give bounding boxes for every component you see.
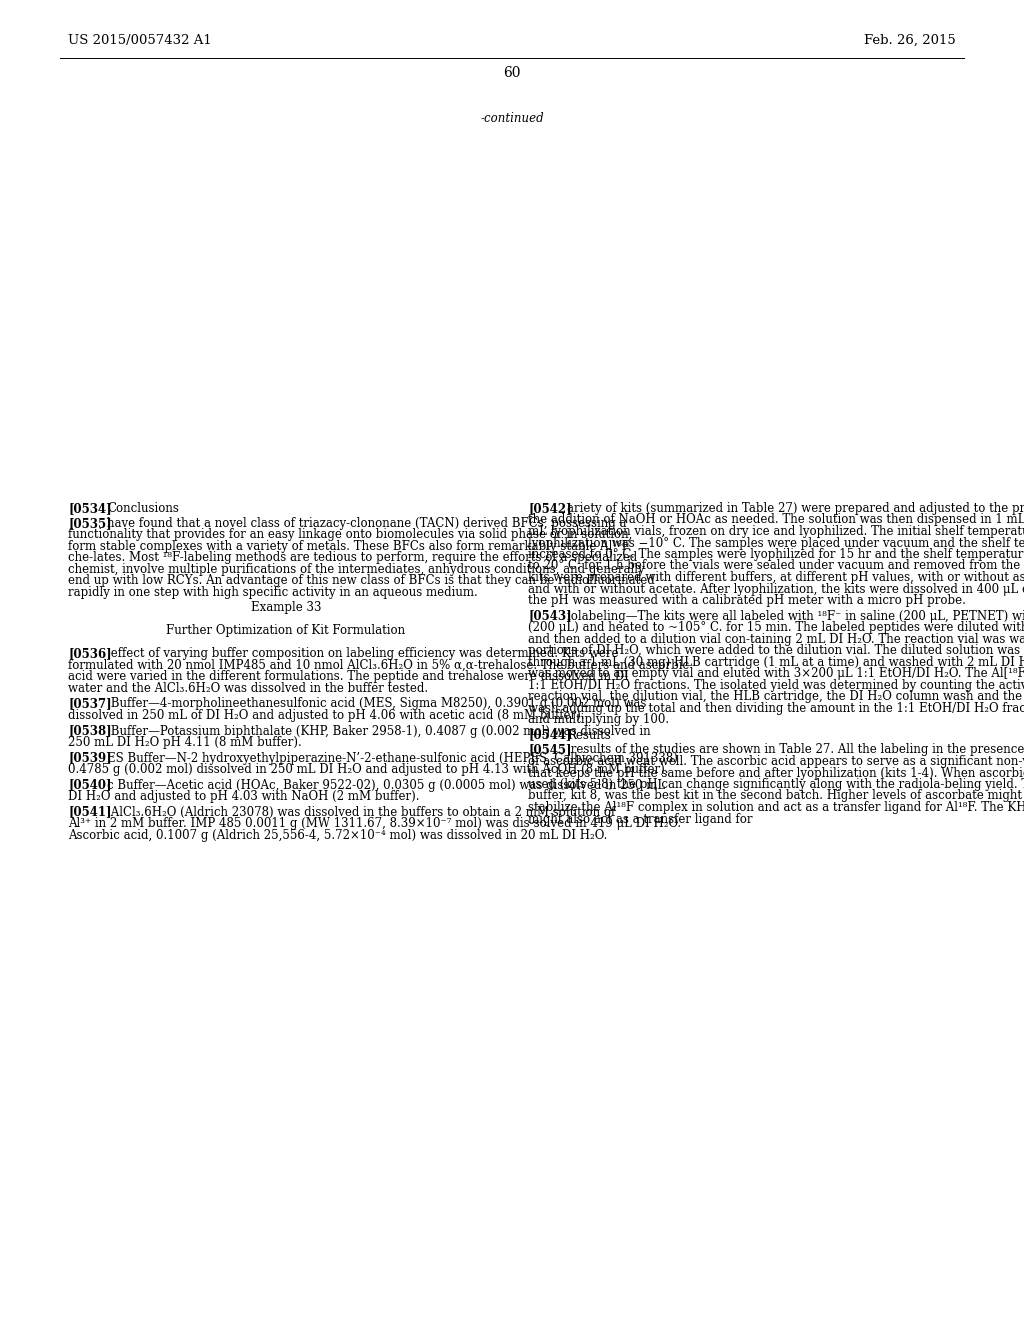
Text: [0541]: [0541]: [68, 805, 112, 818]
Text: mL lyophilization vials, frozen on dry ice and lyophilized. The initial shelf te: mL lyophilization vials, frozen on dry i…: [528, 525, 1024, 539]
Text: DI H₂O and adjusted to pH 4.03 with NaOH (2 mM buffer).: DI H₂O and adjusted to pH 4.03 with NaOH…: [68, 791, 420, 803]
Text: through a 1 mL (30 mg) HLB cartridge (1 mL at a time) and washed with 2 mL DI H₂: through a 1 mL (30 mg) HLB cartridge (1 …: [528, 656, 1024, 668]
Text: form stable complexes with a variety of metals. These BFCs also form remarkably : form stable complexes with a variety of …: [68, 540, 630, 553]
Text: the pH was measured with a calibrated pH meter with a micro pH probe.: the pH was measured with a calibrated pH…: [528, 594, 966, 607]
Text: [0544]: [0544]: [528, 729, 571, 742]
Text: ES Buffer—N-2 hydroxyethylpiperazine-N’-2-ethane-sulfonic acid (HEPES, Calbioche: ES Buffer—N-2 hydroxyethylpiperazine-N’-…: [108, 751, 678, 764]
Text: 1:1 EtOH/DI H₂O fractions. The isolated yield was determined by counting the act: 1:1 EtOH/DI H₂O fractions. The isolated …: [528, 678, 1024, 692]
Text: and with or without acetate. After lyophilization, the kits were dissolved in 40: and with or without acetate. After lyoph…: [528, 582, 1024, 595]
Text: Ascorbic acid, 0.1007 g (Aldrich 25,556-4, 5.72×10⁻⁴ mol) was dissolved in 20 mL: Ascorbic acid, 0.1007 g (Aldrich 25,556-…: [68, 829, 607, 842]
Text: chemist, involve multiple purifications of the intermediates, anhydrous conditio: chemist, involve multiple purifications …: [68, 562, 645, 576]
Text: Conclusions: Conclusions: [108, 502, 179, 515]
Text: c Buffer—Acetic acid (HOAc, Baker 9522-02), 0.0305 g (0.0005 mol) was dissolved : c Buffer—Acetic acid (HOAc, Baker 9522-0…: [108, 779, 666, 792]
Text: Example 33: Example 33: [251, 602, 322, 615]
Text: [0545]: [0545]: [528, 743, 571, 756]
Text: effect of varying buffer composition on labeling efficiency was determined. Kits: effect of varying buffer composition on …: [108, 648, 618, 660]
Text: [0539]: [0539]: [68, 751, 112, 764]
Text: [0543]: [0543]: [528, 610, 571, 623]
Text: that keeps the pH the same before and after lyophilization (kits 1-4). When asco: that keeps the pH the same before and af…: [528, 767, 1024, 780]
Text: functionality that provides for an easy linkage onto biomolecules via solid phas: functionality that provides for an easy …: [68, 528, 633, 541]
Bar: [60, 115, 964, 488]
Text: and then added to a dilution vial con-taining 2 mL DI H₂O. The reaction vial was: and then added to a dilution vial con-ta…: [528, 632, 1024, 645]
Text: iolabeling—The kits were all labeled with ¹⁸F⁻ in saline (200 μL, PETNET) with e: iolabeling—The kits were all labeled wit…: [567, 610, 1024, 623]
Text: Buffer—4-morpholineethanesulfonic acid (MES, Sigma M8250), 0.3901 g (0.002 mol) : Buffer—4-morpholineethanesulfonic acid (…: [108, 697, 647, 710]
Text: might also act as a transfer ligand for: might also act as a transfer ligand for: [528, 813, 753, 825]
Text: Al³⁺ in 2 mM buffer. IMP 485 0.0011 g (MW 1311.67, 8.39×10⁻⁷ mol) was dis-solved: Al³⁺ in 2 mM buffer. IMP 485 0.0011 g (M…: [68, 817, 681, 830]
Text: results of the studies are shown in Table 27. All the labeling in the presence o: results of the studies are shown in Tabl…: [567, 743, 1024, 756]
Text: 250 mL DI H₂O pH 4.11 (8 mM buffer).: 250 mL DI H₂O pH 4.11 (8 mM buffer).: [68, 737, 302, 748]
Text: reaction vial, the dilution vial, the HLB cartridge, the DI H₂O column wash and : reaction vial, the dilution vial, the HL…: [528, 690, 1024, 704]
Text: [0540]: [0540]: [68, 779, 112, 792]
Text: Buffer—Potassium biphthalate (KHP, Baker 2958-1), 0.4087 g (0.002 mol) was disso: Buffer—Potassium biphthalate (KHP, Baker…: [108, 725, 651, 738]
Text: increased to 0° C. The samples were lyophilized for 15 hr and the shelf temperat: increased to 0° C. The samples were lyop…: [528, 548, 1024, 561]
Text: AlCl₃.6H₂O (Aldrich 23078) was dissolved in the buffers to obtain a 2 mM solutio: AlCl₃.6H₂O (Aldrich 23078) was dissolved…: [108, 805, 615, 818]
Text: wash adding up the total and then dividing the amount in the 1:1 EtOH/DI H₂O fra: wash adding up the total and then dividi…: [528, 701, 1024, 714]
Text: che-lates. Most ¹⁸F-labeling methods are tedious to perform, require the efforts: che-lates. Most ¹⁸F-labeling methods are…: [68, 552, 637, 565]
Text: formulated with 20 nmol IMP485 and 10 nmol AlCl₃.6H₂O in 5% α,α-trehalose. The b: formulated with 20 nmol IMP485 and 10 nm…: [68, 659, 689, 672]
Text: and multiplying by 100.: and multiplying by 100.: [528, 713, 669, 726]
Text: end up with low RCYs. An advantage of this new class of BFCs is that they can be: end up with low RCYs. An advantage of th…: [68, 574, 654, 587]
Text: [0536]: [0536]: [68, 648, 112, 660]
Text: rapidly in one step with high specific activity in an aqueous medium.: rapidly in one step with high specific a…: [68, 586, 478, 599]
Text: stabilize the Al¹⁸F complex in solution and act as a transfer ligand for Al¹⁸F. : stabilize the Al¹⁸F complex in solution …: [528, 801, 1024, 814]
Text: water and the AlCl₃.6H₂O was dissolved in the buffer tested.: water and the AlCl₃.6H₂O was dissolved i…: [68, 682, 428, 694]
Text: Further Optimization of Kit Formulation: Further Optimization of Kit Formulation: [167, 624, 406, 638]
Text: lyophilization was −10° C. The samples were placed under vacuum and the shelf te: lyophilization was −10° C. The samples w…: [528, 536, 1024, 549]
Text: [0538]: [0538]: [68, 725, 112, 738]
Text: (200 μL) and heated to ~105° C. for 15 min. The labeled peptides were diluted wi: (200 μL) and heated to ~105° C. for 15 m…: [528, 620, 1024, 634]
Text: kits were prepared with different buffers, at different pH values, with or witho: kits were prepared with different buffer…: [528, 572, 1024, 583]
Text: have found that a novel class of triazacy-clononane (TACN) derived BFCs, possess: have found that a novel class of triazac…: [108, 517, 627, 529]
Text: acid were varied in the different formulations. The peptide and trehalose were d: acid were varied in the different formul…: [68, 671, 629, 684]
Text: the addition of NaOH or HOAc as needed. The solution was then dispensed in 1 mL : the addition of NaOH or HOAc as needed. …: [528, 513, 1024, 527]
Text: used (kits 5-8) the pH can change significantly along with the radiola-beling yi: used (kits 5-8) the pH can change signif…: [528, 777, 1024, 791]
Text: Feb. 26, 2015: Feb. 26, 2015: [864, 34, 956, 48]
Text: 60: 60: [503, 66, 521, 81]
Text: to 20° C. for 1 h before the vials were sealed under vacuum and removed from the: to 20° C. for 1 h before the vials were …: [528, 560, 1024, 573]
Text: was moved to an empty vial and eluted with 3×200 μL 1:1 EtOH/DI H₂O. The Al[¹⁸F]: was moved to an empty vial and eluted wi…: [528, 667, 1024, 680]
Text: Results: Results: [567, 729, 611, 742]
Text: of ascorbic acid went well. The ascorbic acid appears to serve as a significant : of ascorbic acid went well. The ascorbic…: [528, 755, 1024, 768]
Text: [0534]: [0534]: [68, 502, 112, 515]
Text: [0542]: [0542]: [528, 502, 571, 515]
Text: 0.4785 g (0.002 mol) dissolved in 250 mL DI H₂O and adjusted to pH 4.13 with AcO: 0.4785 g (0.002 mol) dissolved in 250 mL…: [68, 763, 669, 776]
Text: -continued: -continued: [480, 112, 544, 125]
Text: portions of DI H₂O, which were added to the dilution vial. The diluted solution : portions of DI H₂O, which were added to …: [528, 644, 1024, 657]
Text: buffer, kit 8, was the best kit in the second batch. Higher levels of ascorbate : buffer, kit 8, was the best kit in the s…: [528, 789, 1024, 803]
Text: ariety of kits (summarized in Table 27) were prepared and adjusted to the proper: ariety of kits (summarized in Table 27) …: [567, 502, 1024, 515]
Text: dissolved in 250 mL of DI H₂O and adjusted to pH 4.06 with acetic acid (8 mM buf: dissolved in 250 mL of DI H₂O and adjust…: [68, 709, 585, 722]
Text: [0537]: [0537]: [68, 697, 112, 710]
Text: US 2015/0057432 A1: US 2015/0057432 A1: [68, 34, 212, 48]
Text: [0535]: [0535]: [68, 517, 112, 529]
